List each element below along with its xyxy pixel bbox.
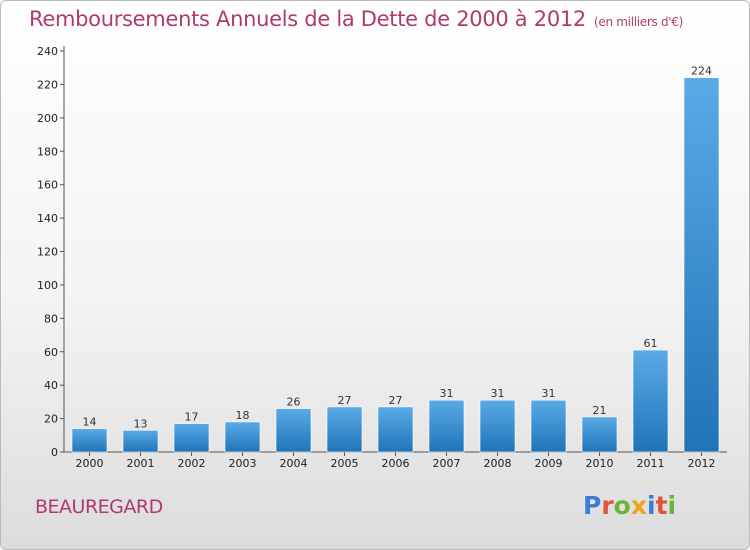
x-tick-label-2005: 2005	[331, 457, 359, 470]
y-tick-label: 160	[37, 179, 58, 192]
bar-2008	[479, 399, 516, 453]
y-tick-label: 220	[37, 78, 58, 91]
logo-letter: t	[655, 491, 668, 520]
x-tick-label-2000: 2000	[76, 457, 104, 470]
data-label-2004: 26	[287, 396, 301, 409]
x-tick-label-2008: 2008	[484, 457, 512, 470]
bar-2006	[377, 406, 414, 453]
y-tick-label: 40	[44, 379, 58, 392]
logo-letter: P	[583, 491, 602, 520]
chart-unit: (en milliers d'€)	[594, 15, 684, 29]
y-tick-label: 140	[37, 212, 58, 225]
chart-bars	[71, 77, 720, 453]
y-tick-label: 100	[37, 279, 58, 292]
x-tick-label-2003: 2003	[229, 457, 257, 470]
y-tick-label: 0	[51, 446, 58, 459]
y-tick-label: 20	[44, 413, 58, 426]
commune-name: BEAUREGARD	[35, 496, 163, 518]
y-tick-label: 120	[37, 246, 58, 259]
data-label-2003: 18	[236, 409, 250, 422]
bar-2012	[683, 77, 720, 453]
data-label-2001: 13	[134, 417, 148, 430]
x-tick-label-2009: 2009	[535, 457, 563, 470]
bar-2005	[326, 406, 363, 453]
logo-letter: x	[630, 491, 647, 520]
logo-letter: r	[601, 491, 614, 520]
data-label-2007: 31	[440, 387, 454, 400]
y-tick-label: 80	[44, 312, 58, 325]
bar-2000	[71, 428, 108, 453]
chart-data-labels: 14 13 17 18 26 27 27 31 31 31 21 61 224	[83, 65, 713, 431]
logo-letter: o	[613, 491, 631, 520]
data-label-2005: 27	[338, 394, 352, 407]
chart-title: Remboursements Annuels de la Dette de 20…	[29, 7, 683, 31]
x-tick-label-2001: 2001	[127, 457, 155, 470]
y-tick-label: 60	[44, 346, 58, 359]
bar-2007	[428, 399, 465, 453]
bar-2002	[173, 423, 210, 453]
chart-axes: 0 20 40 60 80 100 120 140 160 180 200 220 240 2000 200…	[37, 45, 727, 470]
x-tick-label-2006: 2006	[382, 457, 410, 470]
x-tick-label-2002: 2002	[178, 457, 206, 470]
data-label-2011: 61	[644, 337, 658, 350]
data-label-2002: 17	[185, 411, 199, 424]
y-tick-label: 240	[37, 45, 58, 58]
bar-2001	[122, 429, 159, 453]
bar-2003	[224, 421, 261, 453]
proxiti-logo: Proxiti	[583, 491, 676, 520]
bar-2009	[530, 399, 567, 453]
data-label-2000: 14	[83, 416, 97, 429]
x-tick-label-2010: 2010	[586, 457, 614, 470]
logo-letter: i	[667, 491, 677, 520]
logo-letter: i	[647, 491, 656, 520]
bar-2004	[275, 408, 312, 453]
x-tick-label-2004: 2004	[280, 457, 308, 470]
data-label-2010: 21	[593, 404, 607, 417]
data-label-2012: 224	[691, 65, 712, 78]
bar-2011	[632, 349, 669, 453]
y-tick-label: 200	[37, 112, 58, 125]
data-label-2008: 31	[491, 387, 505, 400]
x-tick-label-2007: 2007	[433, 457, 461, 470]
data-label-2006: 27	[389, 394, 403, 407]
bar-2010	[581, 416, 618, 453]
x-tick-label-2011: 2011	[637, 457, 665, 470]
y-tick-label: 180	[37, 145, 58, 158]
title-text: Remboursements Annuels de la Dette de 20…	[29, 7, 586, 31]
x-tick-label-2012: 2012	[688, 457, 716, 470]
data-label-2009: 31	[542, 387, 556, 400]
